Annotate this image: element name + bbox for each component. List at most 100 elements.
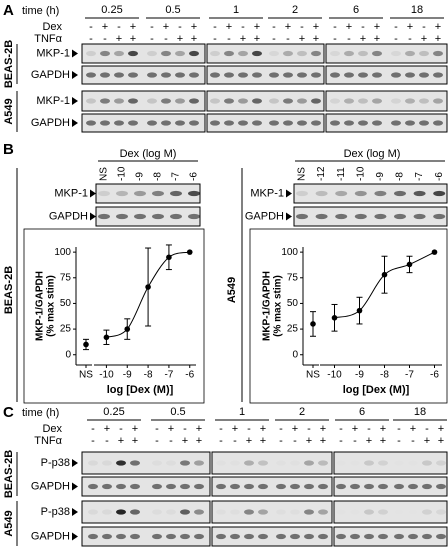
band xyxy=(114,98,124,104)
x-tick-label: -10 xyxy=(327,370,342,381)
band xyxy=(350,533,360,540)
band xyxy=(98,213,110,220)
band xyxy=(147,120,157,126)
sign: - xyxy=(272,33,276,45)
band xyxy=(304,533,314,540)
band xyxy=(364,533,374,540)
band xyxy=(161,98,171,104)
band xyxy=(224,72,234,78)
band xyxy=(276,533,286,540)
sign: + xyxy=(320,435,326,447)
sign: - xyxy=(272,21,276,33)
band xyxy=(170,190,182,197)
band xyxy=(304,509,314,515)
band xyxy=(238,98,248,104)
row-label: MKP-1 xyxy=(36,95,70,107)
label: time (h) xyxy=(22,407,59,419)
row-label: GAPDH xyxy=(31,69,70,81)
sign: + xyxy=(313,33,319,45)
band xyxy=(354,190,367,197)
sign: + xyxy=(374,21,380,33)
band xyxy=(318,533,328,540)
sign: - xyxy=(155,423,159,435)
sign: - xyxy=(219,435,223,447)
y-tick-label: 0 xyxy=(65,349,71,360)
row-label: GAPDH xyxy=(49,210,88,222)
band xyxy=(372,50,382,57)
point xyxy=(145,284,151,290)
sign: + xyxy=(130,21,136,33)
band xyxy=(252,72,262,78)
sign: + xyxy=(132,423,138,435)
label: 0.25 xyxy=(101,4,122,16)
label: 1 xyxy=(233,4,239,16)
sign: - xyxy=(300,21,304,33)
y-axis-title: (% max stim) xyxy=(46,275,57,337)
blot xyxy=(95,183,201,204)
sign: + xyxy=(240,33,246,45)
band xyxy=(175,120,185,126)
band xyxy=(276,460,286,465)
sign: + xyxy=(380,435,386,447)
sign: - xyxy=(89,21,93,33)
blot xyxy=(81,500,211,524)
sign: - xyxy=(279,435,283,447)
sign: - xyxy=(155,435,159,447)
label: TNFα xyxy=(34,435,62,447)
sign: - xyxy=(213,33,217,45)
sign: - xyxy=(339,435,343,447)
band xyxy=(116,460,126,466)
y-tick-label: 100 xyxy=(281,247,298,258)
arrow-icon xyxy=(90,189,96,198)
sign: - xyxy=(227,33,231,45)
band xyxy=(152,213,164,220)
band xyxy=(166,533,176,540)
band xyxy=(258,483,268,490)
band xyxy=(194,483,204,490)
band xyxy=(350,460,360,465)
row-label: P-p38 xyxy=(41,457,70,469)
band xyxy=(391,98,401,104)
blot xyxy=(206,43,325,64)
band xyxy=(102,533,112,540)
arrow-icon xyxy=(72,532,78,541)
sign: - xyxy=(353,435,357,447)
band xyxy=(252,120,262,126)
band xyxy=(88,460,98,466)
sign: + xyxy=(320,423,326,435)
row-label: MKP-1 xyxy=(250,187,284,199)
band xyxy=(269,50,279,57)
sign: + xyxy=(435,21,441,33)
band xyxy=(290,509,300,514)
band xyxy=(405,98,415,104)
arrow-icon xyxy=(72,71,78,79)
band xyxy=(358,50,368,57)
row-label: P-p38 xyxy=(41,506,70,518)
band xyxy=(180,460,190,466)
x-axis-title: log [Dex (M)] xyxy=(107,384,174,396)
label: 2 xyxy=(292,4,298,16)
band xyxy=(378,460,388,466)
band xyxy=(116,483,126,490)
band xyxy=(350,483,360,490)
sign: + xyxy=(380,423,386,435)
panel-label: A xyxy=(3,2,14,19)
lane-label: -8 xyxy=(395,172,406,181)
blot xyxy=(211,476,333,497)
sign: + xyxy=(313,21,319,33)
label: 6 xyxy=(353,4,359,16)
sign: - xyxy=(333,33,337,45)
band xyxy=(161,50,171,57)
band xyxy=(391,50,401,57)
band xyxy=(311,72,321,78)
y-tick-label: 75 xyxy=(287,272,299,283)
lane-label: -11 xyxy=(336,167,347,181)
sign: - xyxy=(91,423,95,435)
blot xyxy=(333,526,448,547)
sign: + xyxy=(104,423,110,435)
row-label: GAPDH xyxy=(31,480,70,492)
band xyxy=(413,213,426,220)
band xyxy=(336,509,346,514)
blot xyxy=(325,65,448,85)
band xyxy=(297,120,307,126)
